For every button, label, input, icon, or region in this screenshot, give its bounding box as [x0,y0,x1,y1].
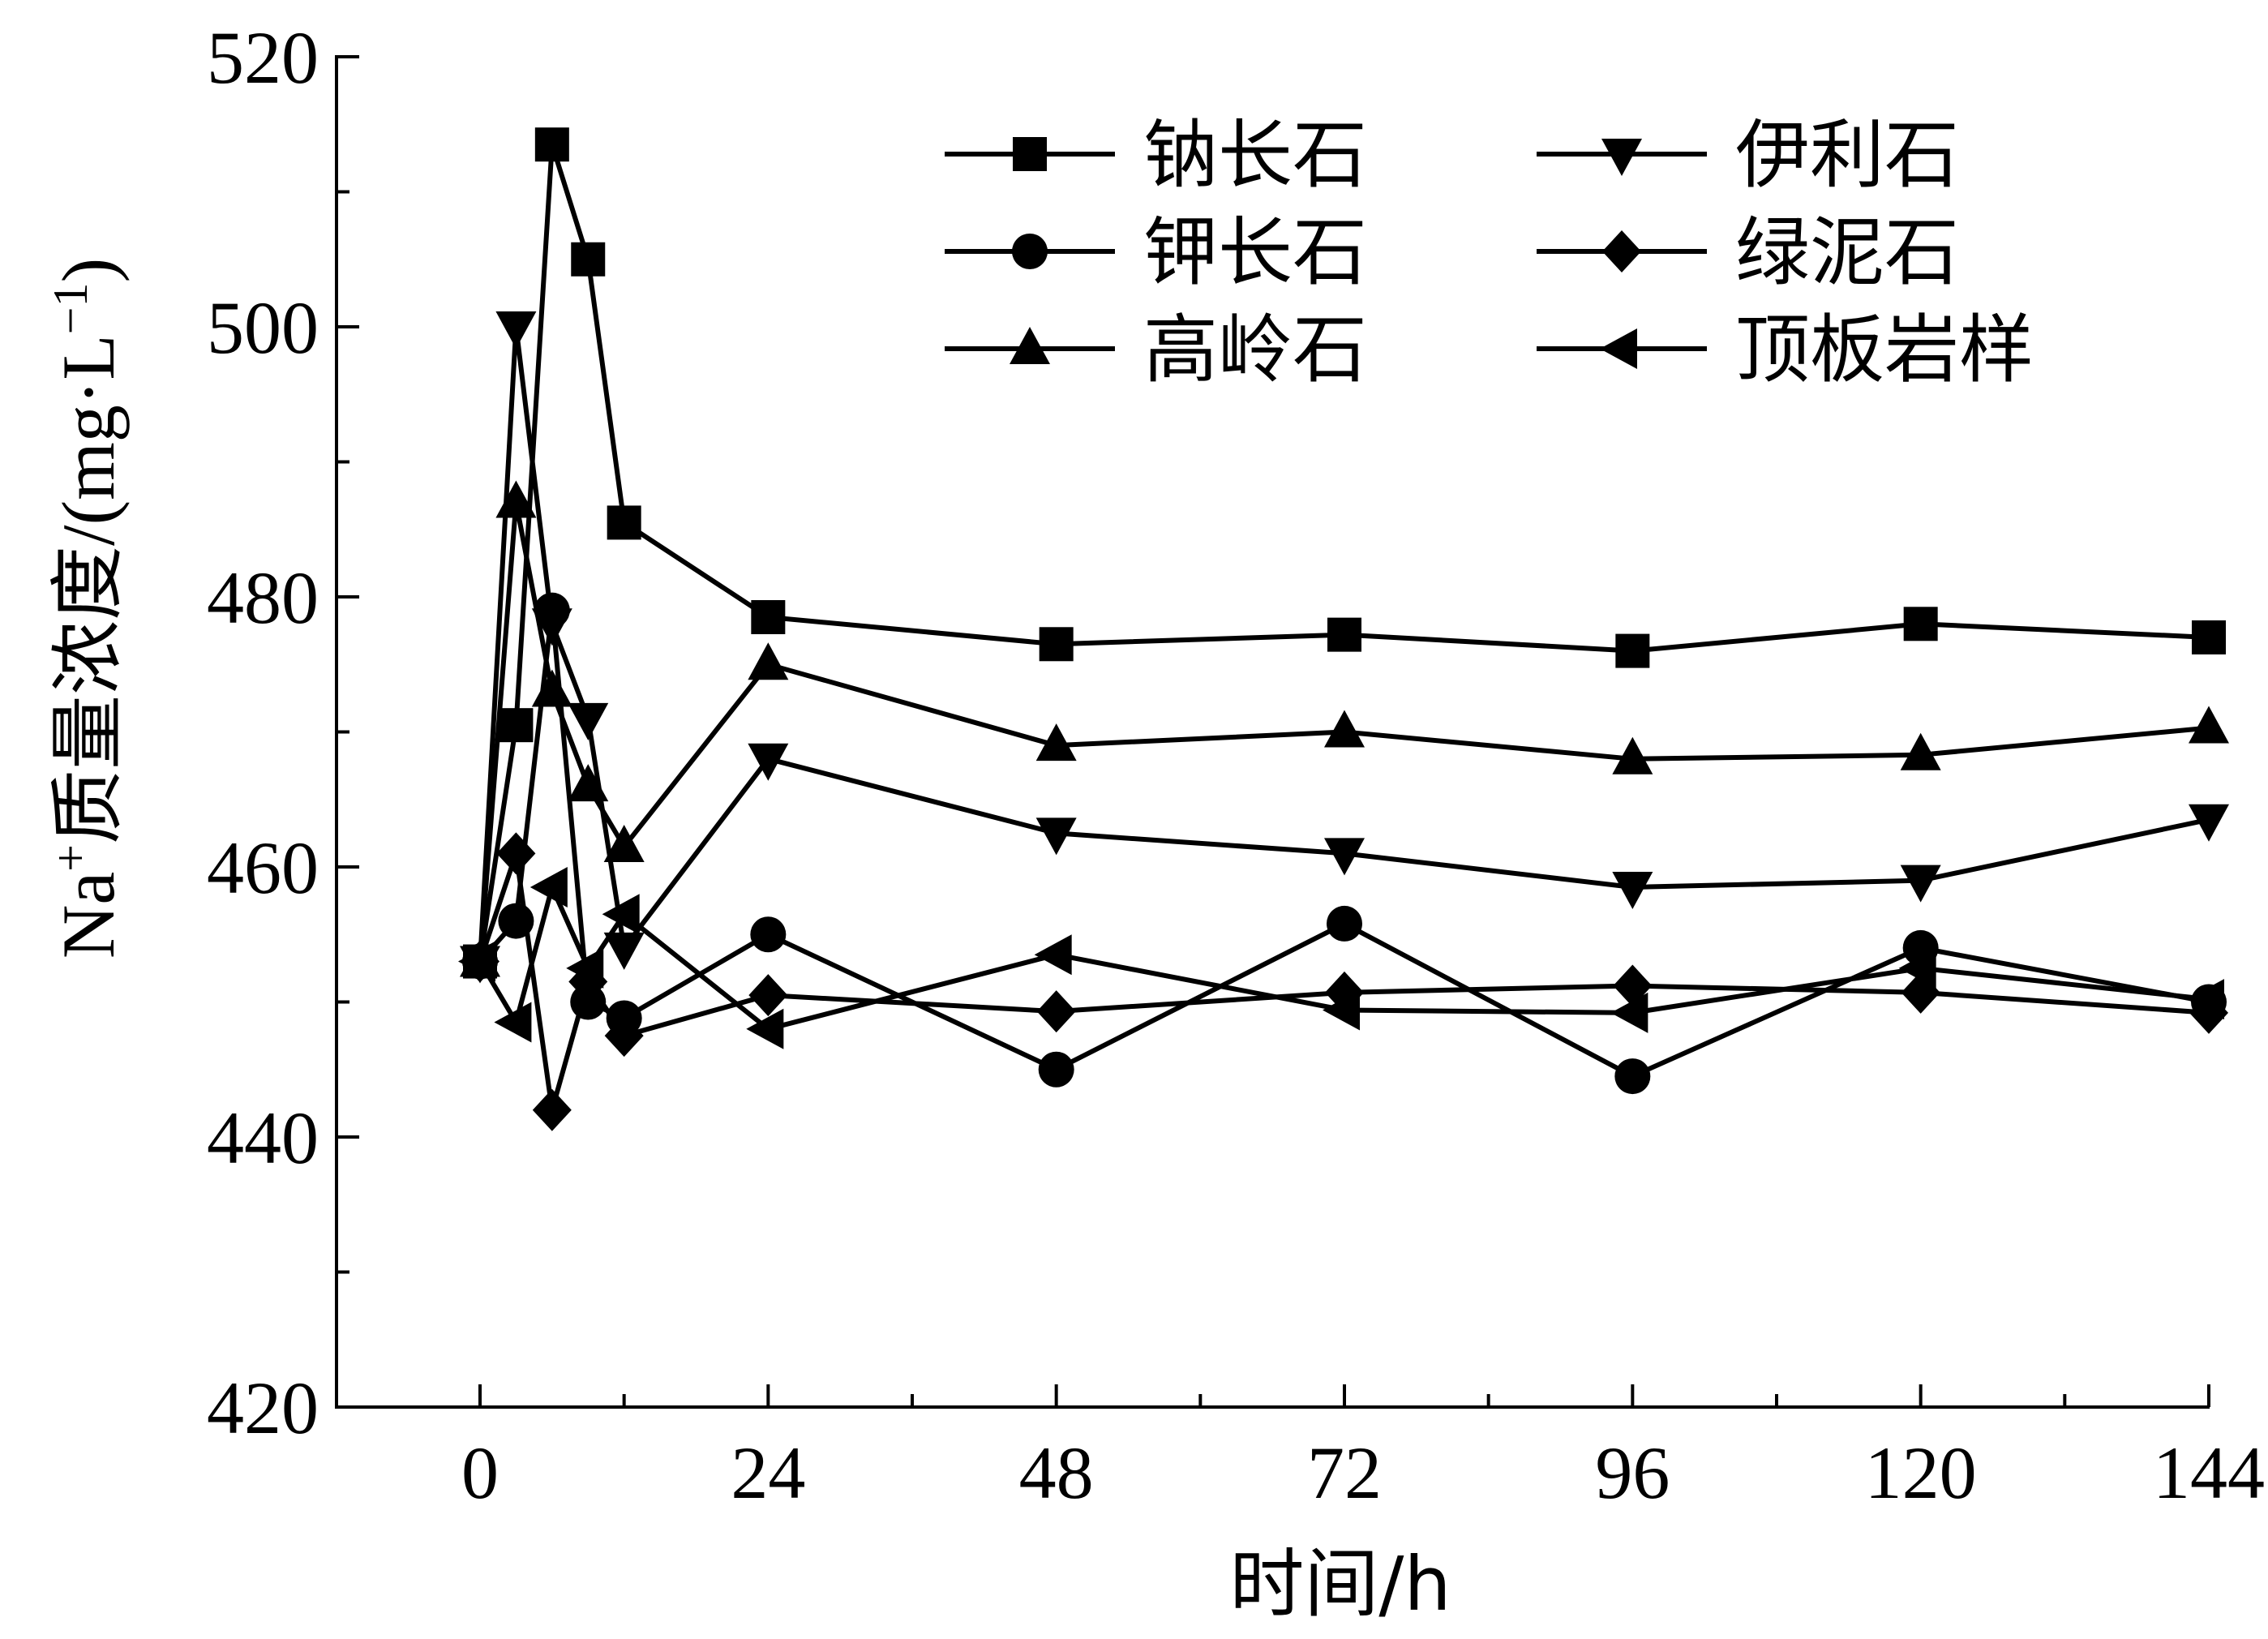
data-point [1610,992,1648,1033]
series-4 [461,832,2228,1131]
data-point [2189,706,2229,744]
data-point [748,642,789,680]
legend-label: 绿泥石 [1735,209,1959,296]
legend-marker [1010,327,1050,364]
legend-item: 高岭石 [945,307,1367,393]
data-point [1327,617,1361,652]
x-axis-title: 时间/h [1229,1541,1451,1628]
legend-label: 高岭石 [1143,307,1367,393]
data-point [534,127,569,162]
legend-label: 顶板岩样 [1735,307,2034,393]
data-point [2187,979,2224,1020]
x-tick-label: 0 [461,1431,499,1514]
y-tick-label: 480 [207,556,319,639]
legend-marker [1013,137,1047,171]
data-point [531,669,572,707]
series-6 [458,866,2224,1049]
y-axis-title-prefix: Na [47,872,130,959]
data-point [495,480,537,518]
x-tick-label: 48 [1019,1431,1094,1514]
data-point [748,743,789,781]
data-point [1898,947,1936,989]
data-point [568,764,609,802]
y-tick-label: 460 [207,826,319,909]
data-point [1615,633,1650,668]
legend-item: 绿泥石 [1537,209,1959,296]
y-tick-label: 500 [207,286,319,369]
series-5 [460,480,2229,977]
x-tick-label: 72 [1307,1431,1382,1514]
data-point [602,894,640,935]
data-point [458,941,495,982]
series-1 [463,127,2226,979]
y-tick-label: 440 [207,1096,319,1179]
legend-marker [1602,230,1641,272]
legend-item: 顶板岩样 [1537,307,2034,393]
data-point [1035,723,1077,762]
y-axis-title-unit: /(mg·L [47,334,130,546]
data-point [1324,838,1365,876]
data-point [1038,1051,1074,1088]
data-point [1903,607,1938,641]
legend-item: 钠长石 [945,112,1367,199]
legend-item: 钾长石 [945,209,1367,296]
axes: 420 440 460 480 500 520 0 24 48 72 96 120 144 [207,16,2265,1514]
data-point [2189,804,2229,842]
x-tick-label: 120 [1865,1431,1977,1514]
y-tick-label: 520 [207,16,319,99]
legend-marker [1601,139,1642,176]
data-point [495,311,537,349]
data-point [751,599,786,634]
x-tick-label: 96 [1595,1431,1670,1514]
data-point [494,1002,532,1043]
data-point [750,916,787,953]
series-layer [458,127,2229,1131]
data-point [1612,871,1653,909]
y-axis-title-unit-close: ) [47,258,130,283]
data-point [603,932,645,970]
y-tick-label: 420 [207,1367,319,1449]
x-tick-label: 24 [731,1431,805,1514]
legend-marker [1012,234,1048,269]
data-point [1323,989,1360,1031]
data-point [1612,736,1653,774]
data-point [499,708,534,743]
legend-label: 钾长石 [1143,209,1367,296]
data-point [571,242,606,277]
data-point [748,974,788,1017]
data-point [534,592,570,629]
y-axis-title-unit-superscript: −1 [44,283,97,335]
data-point [1035,817,1077,856]
data-point [532,1088,572,1131]
data-point [1039,627,1074,662]
data-point [2192,620,2226,654]
data-point [1327,905,1362,942]
data-point [1900,732,1941,770]
data-point [1034,934,1072,976]
x-tick-label: 144 [2153,1431,2265,1514]
data-point [746,1008,784,1049]
legend-label: 钠长石 [1143,112,1367,199]
data-point [566,947,604,989]
data-point [529,866,568,907]
data-point [603,825,645,863]
y-axis-title-superscript: + [44,844,97,872]
data-point [1614,1058,1651,1095]
data-point [1900,865,1941,903]
y-axis-title: Na+质量浓度/(mg·L−1) [44,258,131,959]
data-point [607,505,641,540]
data-point [496,832,536,875]
data-point [1036,990,1076,1033]
y-axis-title-cn: 质量浓度 [45,546,131,844]
data-point [568,702,609,740]
data-point [604,1015,644,1058]
legend-item: 伊利石 [1537,112,1959,199]
legend-marker [1600,328,1637,369]
legend-label: 伊利石 [1735,112,1959,199]
data-point [1324,710,1365,748]
